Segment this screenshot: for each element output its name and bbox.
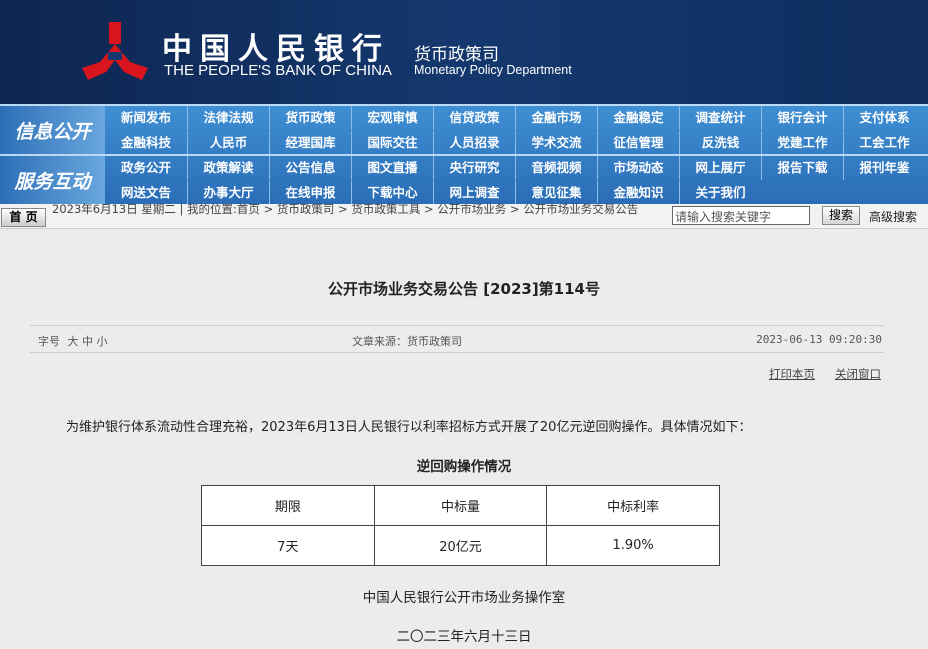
advanced-search-link[interactable]: 高级搜索 xyxy=(869,210,918,224)
home-button[interactable]: 首 页 xyxy=(1,208,46,227)
reverse-repo-table: 期限 中标量 中标利率 7天 20亿元 1.90% xyxy=(201,485,720,566)
nav-item[interactable]: 金融市场 xyxy=(515,106,597,130)
nav-item[interactable]: 图文直播 xyxy=(351,156,433,180)
nav-item[interactable]: 网上展厅 xyxy=(679,156,761,180)
nav-item[interactable]: 信贷政策 xyxy=(433,106,515,130)
nav-item[interactable]: 办事大厅 xyxy=(187,181,269,205)
print-page-link[interactable]: 打印本页 xyxy=(769,367,815,381)
nav-item[interactable]: 关于我们 xyxy=(679,181,761,205)
nav-item[interactable]: 支付体系 xyxy=(843,106,925,130)
font-size-small[interactable]: 小 xyxy=(96,335,108,348)
table-header-row: 期限 中标量 中标利率 xyxy=(201,485,720,526)
nav-item[interactable]: 报告下载 xyxy=(761,156,843,180)
nav-item[interactable]: 下载中心 xyxy=(351,181,433,205)
nav-item[interactable]: 法律法规 xyxy=(187,106,269,130)
nav-block: 信息公开 新闻发布 法律法规 货币政策 宏观审慎 信贷政策 金融市场 金融稳定 调查统计 银行会计… xyxy=(0,104,928,155)
nav-item[interactable]: 意见征集 xyxy=(515,181,597,205)
nav-item[interactable]: 市场动态 xyxy=(597,156,679,180)
nav-item[interactable]: 网上调查 xyxy=(433,181,515,205)
header-cell: 中标利率 xyxy=(546,485,720,526)
divider xyxy=(30,325,884,326)
divider xyxy=(30,352,884,353)
table-caption: 逆回购操作情况 xyxy=(416,459,512,475)
nav-item[interactable]: 党建工作 xyxy=(761,131,843,155)
search-button[interactable]: 搜索 xyxy=(822,206,860,225)
font-size-label: 字号 xyxy=(38,335,60,348)
nav-item[interactable]: 工会工作 xyxy=(843,131,925,155)
font-size-large[interactable]: 大 xyxy=(67,335,79,348)
nav-item[interactable]: 人员招录 xyxy=(433,131,515,155)
table-cell: 20亿元 xyxy=(373,525,548,566)
font-size-medium[interactable]: 中 xyxy=(82,335,93,348)
nav-item[interactable]: 音频视频 xyxy=(515,156,597,180)
nav-item[interactable]: 金融知识 xyxy=(597,181,679,205)
nav-item[interactable]: 学术交流 xyxy=(515,131,597,155)
nav-item[interactable]: 宏观审慎 xyxy=(351,106,433,130)
nav-item[interactable]: 公告信息 xyxy=(269,156,351,180)
nav-item[interactable]: 金融科技 xyxy=(120,135,171,150)
nav-block: 服务互动 政务公开 政策解读 公告信息 图文直播 央行研究 音频视频 市场动态 网上展厅 报告下载… xyxy=(0,154,928,205)
table-row: 7天 20亿元 1.90% xyxy=(201,525,720,566)
main-nav: 信息公开 新闻发布 法律法规 货币政策 宏观审慎 信贷政策 金融市场 金融稳定 调查统计 银行会计… xyxy=(0,104,928,205)
nav-item[interactable]: 在线申报 xyxy=(269,181,351,205)
pboc-logo-icon xyxy=(82,22,148,80)
breadcrumb[interactable]: 2023年6月13日 星期二 | 我的位置:首页 > 货币政策司 > 货币政策工… xyxy=(52,202,639,216)
nav-item[interactable]: 报刊年鉴 xyxy=(843,156,925,180)
nav-item[interactable]: 人民币 xyxy=(187,131,269,155)
nav-item[interactable]: 政策解读 xyxy=(187,156,269,180)
signature: 中国人民银行公开市场业务操作室 xyxy=(362,590,566,606)
nav-item[interactable]: 货币政策 xyxy=(269,106,351,130)
header-cell: 期限 xyxy=(201,485,375,526)
table-cell: 1.90% xyxy=(546,525,720,566)
article-datetime: 2023-06-13 09:20:30 xyxy=(756,333,882,346)
search-input[interactable]: 请输入搜索关键字 xyxy=(672,206,810,225)
nav-item[interactable]: 征信管理 xyxy=(597,131,679,155)
dept-name-en: Monetary Policy Department xyxy=(414,63,572,77)
nav-item[interactable]: 经理国库 xyxy=(269,131,351,155)
dept-name-cn: 货币政策司 xyxy=(414,45,499,65)
article-paragraph: 为维护银行体系流动性合理充裕，2023年6月13日人民银行以利率招标方式开展了2… xyxy=(66,420,752,435)
nav-item[interactable]: 政务公开 xyxy=(120,160,171,175)
header-cell: 中标量 xyxy=(373,485,548,526)
signature-date: 二〇二三年六月十三日 xyxy=(396,629,532,645)
close-window-link[interactable]: 关闭窗口 xyxy=(835,367,881,381)
nav-item[interactable]: 央行研究 xyxy=(433,156,515,180)
nav-item[interactable]: 金融稳定 xyxy=(597,106,679,130)
nav-item[interactable]: 新闻发布 xyxy=(120,110,171,125)
article-title: 公开市场业务交易公告 [2023]第114号 xyxy=(328,280,600,298)
font-size-control: 字号 大 中 小 xyxy=(38,333,108,349)
site-header: 中国人民银行 THE PEOPLE'S BANK OF CHINA 货币政策司 … xyxy=(0,0,928,104)
nav-section-label[interactable]: 信息公开 xyxy=(0,106,105,154)
table-cell: 7天 xyxy=(201,525,375,566)
nav-item[interactable]: 网送文告 xyxy=(120,185,171,200)
article-source: 文章来源：货币政策司 xyxy=(352,335,462,348)
bank-name-en: THE PEOPLE'S BANK OF CHINA xyxy=(164,62,392,79)
bank-name-cn: 中国人民银行 xyxy=(162,32,390,67)
nav-section-label[interactable]: 服务互动 xyxy=(0,156,105,204)
nav-item[interactable]: 银行会计 xyxy=(761,106,843,130)
nav-item[interactable]: 国际交往 xyxy=(351,131,433,155)
nav-item[interactable]: 调查统计 xyxy=(679,106,761,130)
nav-item[interactable]: 反洗钱 xyxy=(679,131,761,155)
